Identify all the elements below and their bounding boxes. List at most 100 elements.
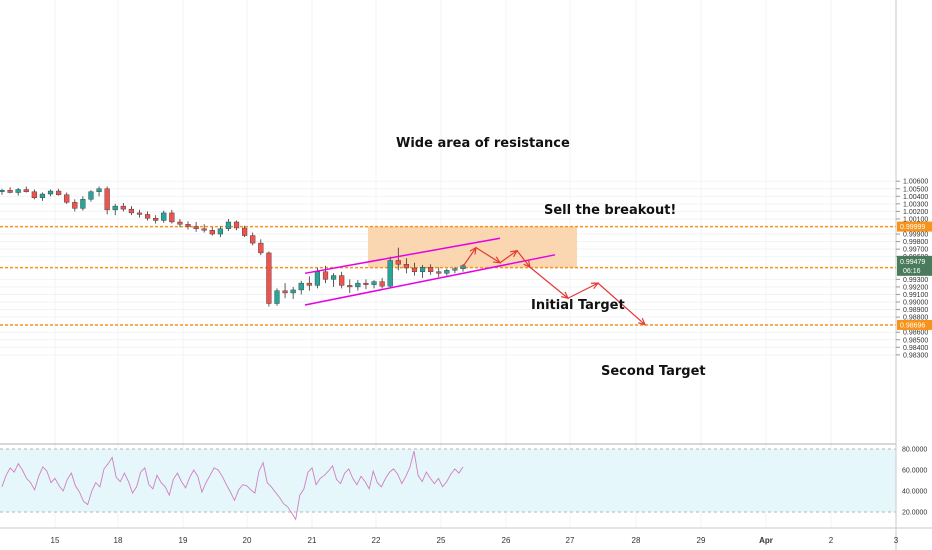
- price-tick-10: 0.99300: [903, 277, 928, 284]
- projection-seg-6: [597, 282, 646, 326]
- candle-body-22: [177, 221, 183, 225]
- candle-body-33: [266, 252, 272, 304]
- candle-body-36: [290, 289, 296, 294]
- time-tick-0: 15: [51, 536, 60, 545]
- level-label-bg-2: [897, 319, 932, 330]
- price-tick-14: 0.98900: [903, 307, 928, 314]
- candle-body-37: [298, 282, 304, 291]
- candle-body-15: [120, 205, 126, 210]
- candle-body-2: [15, 189, 21, 193]
- time-tick-13: 3: [894, 536, 899, 545]
- candle-body-52: [419, 267, 426, 272]
- time-tick-11: Apr: [759, 536, 773, 545]
- projection-seg-1: [475, 247, 501, 264]
- price-tick-12: 0.99100: [903, 292, 928, 299]
- candle-body-7: [56, 190, 62, 195]
- projection-seg-4: [529, 266, 569, 299]
- price-tick-3: 1.00300: [903, 201, 928, 208]
- candle-body-6: [47, 190, 54, 195]
- current-price-countdown: 06:16: [903, 268, 921, 275]
- price-tick-18: 0.98400: [903, 345, 928, 352]
- price-tick-11: 0.99200: [903, 284, 928, 291]
- price-tick-4: 1.00200: [903, 209, 928, 216]
- time-tick-2: 19: [179, 536, 188, 545]
- candle-body-18: [144, 214, 151, 219]
- candle-body-19: [153, 217, 159, 221]
- price-tick-7: 0.99800: [903, 239, 928, 246]
- candle-body-17: [136, 212, 143, 215]
- candle-body-34: [274, 290, 280, 304]
- channel-lower: [304, 254, 556, 306]
- channel-upper: [304, 237, 501, 275]
- horizontal-levels: [0, 225, 896, 326]
- candle-body-12: [96, 188, 102, 192]
- annotation-initial-target: Initial Target: [531, 298, 625, 313]
- candle-body-30: [242, 227, 248, 236]
- rsi-axis[interactable]: 80.0000 60.0000 40.0000 20.0000: [902, 447, 927, 517]
- candle-body-3: [23, 189, 29, 192]
- price-tick-5: 1.00100: [903, 216, 928, 223]
- rsi-tick-2: 40.0000: [902, 489, 927, 496]
- candle-body-24: [193, 226, 199, 229]
- time-tick-10: 29: [697, 536, 706, 545]
- price-tick-1: 1.00500: [903, 186, 928, 193]
- candle-body-43: [347, 285, 353, 288]
- time-axis[interactable]: 15 18 19 20 21 22 25 26 27 28 29 Apr 2 3: [51, 536, 899, 545]
- candle-body-14: [112, 205, 118, 211]
- candle-body-4: [31, 191, 37, 199]
- candle-body-32: [258, 242, 264, 254]
- time-tick-5: 22: [372, 536, 381, 545]
- price-tick-0: 1.00600: [903, 179, 928, 186]
- price-candles: [0, 186, 466, 307]
- candle-body-10: [80, 199, 86, 209]
- price-tick-19: 0.98300: [903, 352, 928, 359]
- candle-body-13: [104, 188, 110, 211]
- level-label-0: 0.99999: [900, 224, 925, 231]
- price-tick-13: 0.99000: [903, 300, 928, 307]
- candle-body-56: [452, 268, 458, 271]
- candle-body-42: [339, 275, 345, 286]
- candle-body-39: [314, 271, 321, 286]
- time-tick-8: 27: [566, 536, 575, 545]
- time-tick-6: 25: [437, 536, 446, 545]
- price-tick-15: 0.98800: [903, 315, 928, 322]
- candle-body-35: [282, 290, 288, 294]
- candle-body-48: [387, 260, 393, 287]
- projection-path: [462, 246, 647, 326]
- candle-body-54: [436, 271, 442, 274]
- rsi-line: [1, 450, 464, 521]
- candle-body-53: [428, 267, 434, 272]
- level-label-2: 0.98696: [900, 322, 925, 329]
- time-tick-9: 28: [632, 536, 641, 545]
- price-axis[interactable]: 1.006001.005001.004001.003001.002001.001…: [896, 179, 928, 360]
- candle-body-20: [161, 212, 167, 221]
- candle-body-25: [201, 228, 207, 231]
- annotation-second-target: Second Target: [601, 364, 706, 379]
- time-tick-7: 26: [502, 536, 511, 545]
- candle-body-38: [306, 282, 312, 286]
- candle-body-26: [209, 230, 215, 235]
- grid: [0, 0, 896, 528]
- price-tick-17: 0.98500: [903, 337, 928, 344]
- candle-body-45: [363, 282, 369, 285]
- candle-body-31: [250, 235, 256, 244]
- annotation-wide-area: Wide area of resistance: [396, 136, 570, 151]
- price-tick-2: 1.00400: [903, 194, 928, 201]
- candle-body-9: [72, 202, 78, 209]
- rsi-tick-3: 20.0000: [902, 510, 927, 517]
- current-price-bg: [897, 255, 932, 276]
- candle-body-50: [403, 264, 409, 269]
- projection-seg-2: [499, 250, 518, 264]
- candle-body-8: [64, 194, 70, 203]
- candle-body-55: [444, 270, 450, 274]
- projection-seg-3: [516, 250, 531, 268]
- candle-body-11: [88, 191, 94, 200]
- rsi-guides: [0, 448, 896, 513]
- candle-body-5: [39, 193, 46, 199]
- level-label-bg-0: [897, 221, 932, 232]
- projection-arrow-6: [638, 317, 647, 326]
- candle-body-1: [7, 190, 13, 193]
- price-tick-6: 0.99900: [903, 232, 928, 239]
- candle-body-21: [169, 212, 175, 223]
